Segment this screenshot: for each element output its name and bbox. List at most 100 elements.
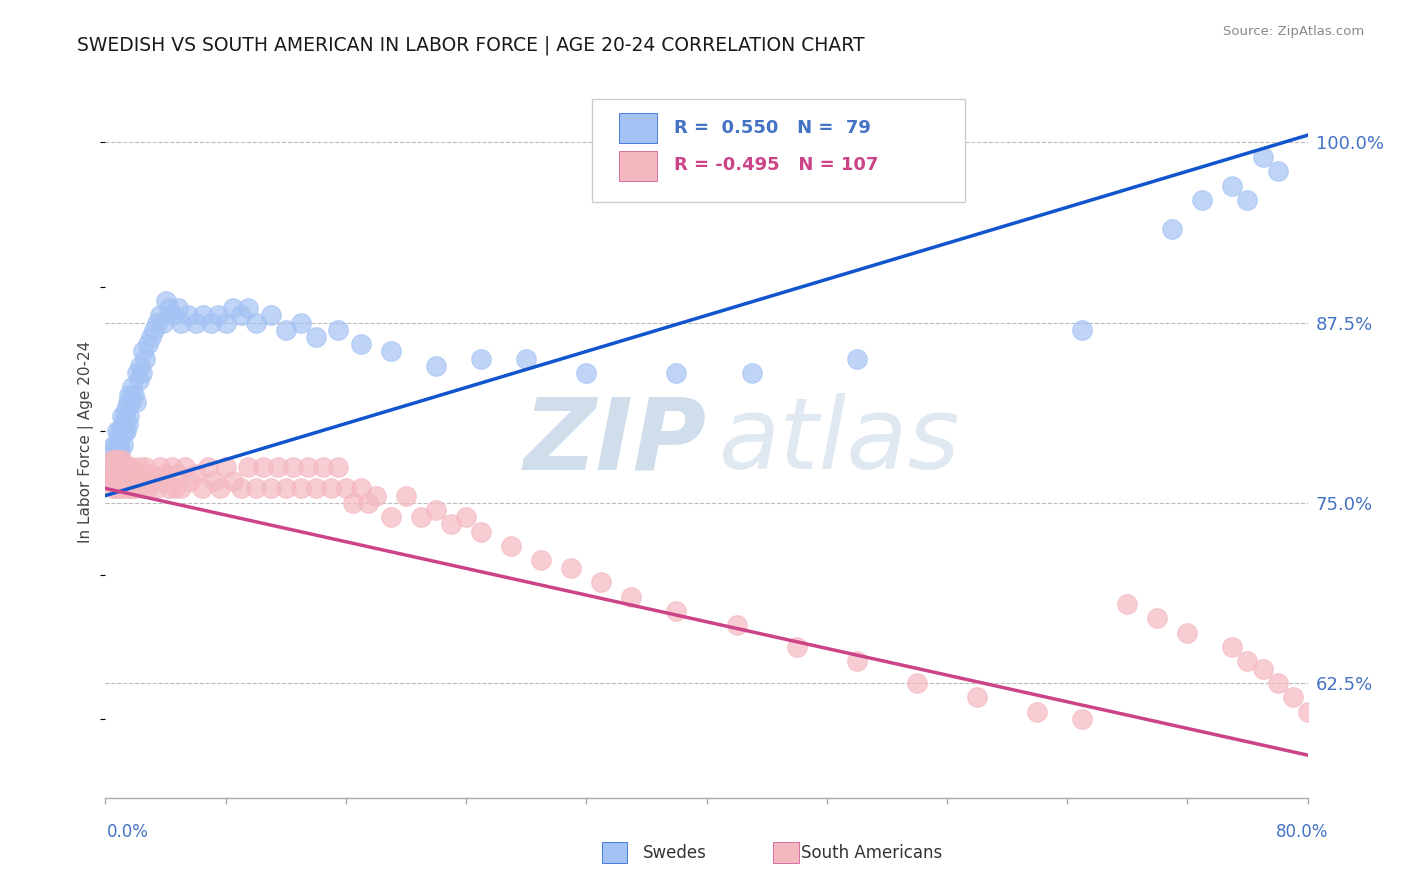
Point <box>1267 164 1289 178</box>
Point <box>501 539 523 553</box>
Point <box>319 482 342 496</box>
Point <box>966 690 988 705</box>
Point <box>1116 597 1139 611</box>
Point <box>229 309 252 323</box>
Point <box>845 654 868 668</box>
Point <box>114 409 136 424</box>
Point <box>184 316 207 330</box>
Point <box>124 467 146 481</box>
Point <box>470 351 492 366</box>
Point <box>1071 323 1094 337</box>
Point <box>132 344 155 359</box>
Point <box>129 359 152 373</box>
Point <box>122 387 145 401</box>
Text: Swedes: Swedes <box>643 844 707 862</box>
Point <box>177 309 200 323</box>
Point <box>111 424 134 438</box>
Point <box>409 510 432 524</box>
Point <box>328 323 350 337</box>
Point <box>197 459 219 474</box>
Point <box>454 510 477 524</box>
Point <box>145 482 167 496</box>
Point <box>100 459 122 474</box>
Point <box>98 474 121 488</box>
Point <box>207 309 229 323</box>
Point <box>120 482 142 496</box>
Point <box>152 316 174 330</box>
Point <box>114 424 136 438</box>
Point <box>134 351 156 366</box>
Point <box>328 459 350 474</box>
Point <box>1222 640 1244 654</box>
Point <box>100 467 122 481</box>
Point <box>191 309 214 323</box>
Point <box>305 482 328 496</box>
Point <box>110 431 132 445</box>
Point <box>101 445 124 459</box>
Point <box>145 316 167 330</box>
Point <box>107 452 129 467</box>
Y-axis label: In Labor Force | Age 20-24: In Labor Force | Age 20-24 <box>77 341 94 542</box>
Point <box>111 409 134 424</box>
Point <box>129 474 152 488</box>
Point <box>1281 690 1303 705</box>
Point <box>108 467 131 481</box>
Point <box>1251 662 1274 676</box>
Point <box>202 474 225 488</box>
Point <box>222 474 245 488</box>
Point <box>620 590 643 604</box>
Point <box>98 467 121 481</box>
Point <box>108 438 131 452</box>
Point <box>112 438 135 452</box>
Point <box>155 293 177 308</box>
Point <box>162 309 184 323</box>
Point <box>107 452 129 467</box>
Point <box>124 395 146 409</box>
Point <box>290 482 312 496</box>
Point <box>110 459 132 474</box>
Point <box>335 482 357 496</box>
Point <box>357 496 380 510</box>
Point <box>104 438 127 452</box>
Point <box>1326 726 1348 740</box>
Point <box>135 474 157 488</box>
Point <box>190 482 212 496</box>
Point <box>1222 178 1244 193</box>
Point <box>238 459 260 474</box>
Point <box>108 424 131 438</box>
Point <box>134 459 156 474</box>
Text: 80.0%: 80.0% <box>1277 822 1329 840</box>
Point <box>103 467 125 481</box>
Text: R =  0.550   N =  79: R = 0.550 N = 79 <box>673 119 870 136</box>
Text: SWEDISH VS SOUTH AMERICAN IN LABOR FORCE | AGE 20-24 CORRELATION CHART: SWEDISH VS SOUTH AMERICAN IN LABOR FORCE… <box>77 36 865 55</box>
Point <box>115 424 138 438</box>
Point <box>139 330 162 344</box>
Point <box>1071 712 1094 726</box>
Point <box>1312 712 1334 726</box>
Text: atlas: atlas <box>718 393 960 490</box>
Point <box>1146 611 1168 625</box>
Point <box>274 482 297 496</box>
Point <box>128 373 150 387</box>
Point <box>117 417 139 431</box>
Point <box>665 604 688 618</box>
Point <box>142 474 165 488</box>
Point <box>470 524 492 539</box>
Point <box>380 510 402 524</box>
Point <box>115 402 138 417</box>
Point <box>1236 193 1258 207</box>
Point <box>283 459 305 474</box>
Point <box>560 560 582 574</box>
Point <box>118 467 141 481</box>
Text: 0.0%: 0.0% <box>107 822 149 840</box>
Point <box>312 459 335 474</box>
Point <box>290 316 312 330</box>
Point <box>136 482 159 496</box>
Point <box>174 459 197 474</box>
Point <box>725 618 748 632</box>
Point <box>111 467 134 481</box>
Point <box>104 459 127 474</box>
Point <box>575 366 598 380</box>
Point <box>139 467 162 481</box>
Point <box>214 316 236 330</box>
